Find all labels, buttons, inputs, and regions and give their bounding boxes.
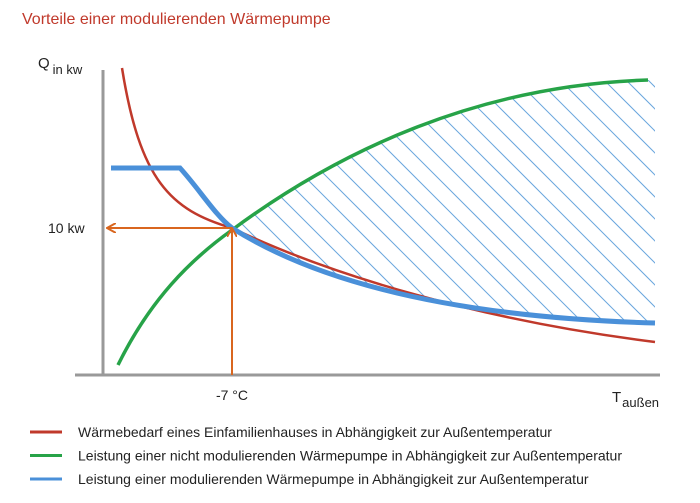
hatch-line xyxy=(232,80,269,323)
x-marker-label: -7 °C xyxy=(216,387,248,403)
hatch-line xyxy=(232,80,291,323)
hatch-line xyxy=(473,80,655,323)
hatch-line xyxy=(232,80,357,323)
legend-label: Leistung einer nicht modulierenden Wärme… xyxy=(78,448,622,464)
hatch-line xyxy=(232,80,401,323)
legend-label: Leistung einer modulierenden Wärmepumpe … xyxy=(78,471,589,487)
hatch-line xyxy=(232,80,467,323)
hatch-line xyxy=(495,80,655,323)
hatch-line xyxy=(232,80,379,323)
hatched-area xyxy=(0,60,700,360)
hatch-line xyxy=(605,80,655,323)
hatch-line xyxy=(672,60,700,360)
hatch-line xyxy=(0,60,202,360)
hatch-line xyxy=(561,80,655,323)
hatch-line xyxy=(319,80,621,323)
hatch-line xyxy=(0,60,180,360)
hatch-line xyxy=(517,80,655,323)
hatch-line xyxy=(232,80,511,323)
hatch-line xyxy=(539,80,655,323)
hatch-line xyxy=(232,80,313,323)
hatch-line xyxy=(232,80,247,323)
hatch-line xyxy=(232,80,335,323)
y-marker-label: 10 kw xyxy=(48,220,85,236)
hatch-line xyxy=(429,80,655,323)
fixed-pump-curve xyxy=(116,78,649,366)
title: Vorteile einer modulierenden Wärmepumpe xyxy=(22,11,331,28)
legend: Wärmebedarf eines Einfamilienhauses in A… xyxy=(30,424,622,487)
demand-curve xyxy=(120,67,656,344)
hatch-line xyxy=(649,80,655,323)
legend-label: Wärmebedarf eines Einfamilienhauses in A… xyxy=(78,424,552,440)
hatch-line xyxy=(232,80,423,323)
hatch-line xyxy=(627,80,655,323)
hatch-line xyxy=(583,80,655,323)
x-axis-label: Taußen xyxy=(612,389,659,410)
modulating-pump-curve xyxy=(111,165,656,326)
hatch-line xyxy=(451,80,655,323)
